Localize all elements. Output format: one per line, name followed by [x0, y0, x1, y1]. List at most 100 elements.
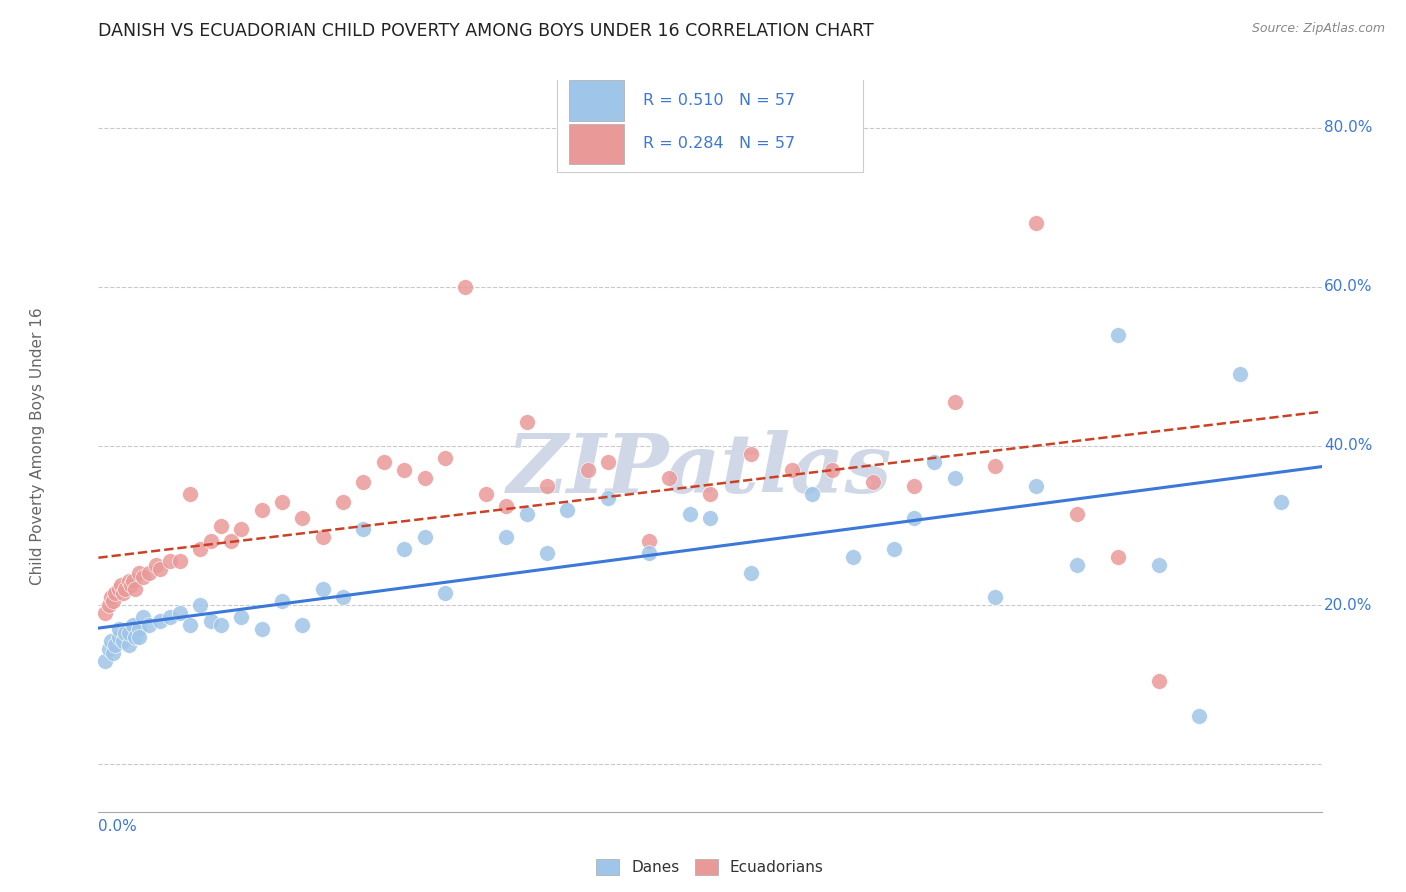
Point: [108, 630, 131, 644]
Point: [209, 618, 232, 632]
Point: [392, 542, 416, 557]
Point: [159, 610, 181, 624]
Point: [250, 502, 273, 516]
Point: [1188, 709, 1211, 723]
Point: [495, 499, 517, 513]
Point: [658, 471, 681, 485]
Point: [270, 594, 294, 608]
Point: [434, 586, 457, 600]
Point: [679, 507, 702, 521]
Point: [124, 630, 146, 644]
Point: [149, 562, 172, 576]
Point: [100, 633, 122, 648]
Point: [128, 622, 150, 636]
Text: ZIPatlas: ZIPatlas: [508, 430, 893, 510]
Point: [101, 594, 124, 608]
Point: [903, 510, 925, 524]
Text: 40.0%: 40.0%: [1324, 439, 1372, 453]
Point: [104, 638, 127, 652]
Point: [984, 458, 1007, 473]
FancyBboxPatch shape: [569, 80, 624, 120]
Point: [598, 455, 620, 469]
Point: [179, 486, 201, 500]
Point: [169, 606, 191, 620]
Point: [188, 598, 212, 612]
Point: [699, 510, 721, 524]
Text: 0.0%: 0.0%: [98, 819, 138, 834]
Point: [169, 554, 191, 568]
Text: 60.0%: 60.0%: [1324, 279, 1372, 294]
Point: [132, 570, 155, 584]
Point: [179, 618, 201, 632]
Point: [108, 582, 131, 596]
Point: [128, 566, 150, 581]
Point: [1025, 479, 1047, 493]
Point: [312, 530, 335, 544]
Point: [114, 625, 136, 640]
Text: DANISH VS ECUADORIAN CHILD POVERTY AMONG BOYS UNDER 16 CORRELATION CHART: DANISH VS ECUADORIAN CHILD POVERTY AMONG…: [98, 22, 875, 40]
Point: [699, 486, 721, 500]
Point: [122, 618, 145, 632]
Point: [118, 625, 141, 640]
Point: [1147, 558, 1170, 573]
Text: 80.0%: 80.0%: [1324, 120, 1372, 136]
Text: R = 0.284   N = 57: R = 0.284 N = 57: [643, 136, 794, 152]
Point: [922, 455, 945, 469]
Text: 20.0%: 20.0%: [1324, 598, 1372, 613]
Point: [132, 610, 155, 624]
Point: [120, 578, 142, 592]
Point: [108, 622, 131, 636]
Point: [740, 447, 762, 461]
Point: [97, 641, 120, 656]
Text: Child Poverty Among Boys Under 16: Child Poverty Among Boys Under 16: [30, 307, 45, 585]
Legend: Danes, Ecuadorians: Danes, Ecuadorians: [591, 853, 830, 881]
Point: [188, 542, 212, 557]
Point: [110, 578, 132, 592]
Point: [352, 523, 374, 537]
Point: [250, 622, 273, 636]
Point: [413, 471, 436, 485]
Point: [219, 534, 242, 549]
Point: [138, 618, 160, 632]
Point: [474, 486, 498, 500]
Point: [93, 654, 115, 668]
Text: Source: ZipAtlas.com: Source: ZipAtlas.com: [1251, 22, 1385, 36]
Point: [598, 491, 620, 505]
Point: [149, 614, 172, 628]
Point: [1147, 673, 1170, 688]
Point: [780, 463, 803, 477]
Point: [883, 542, 905, 557]
Point: [159, 554, 181, 568]
Text: R = 0.510   N = 57: R = 0.510 N = 57: [643, 93, 794, 108]
Point: [124, 582, 146, 596]
Point: [97, 598, 120, 612]
Point: [1066, 507, 1088, 521]
Point: [637, 546, 661, 560]
Point: [392, 463, 416, 477]
Point: [231, 523, 253, 537]
Point: [291, 618, 314, 632]
Point: [373, 455, 395, 469]
FancyBboxPatch shape: [569, 124, 624, 164]
Point: [145, 558, 167, 573]
Point: [536, 479, 558, 493]
Point: [200, 534, 222, 549]
Point: [1025, 216, 1047, 230]
Point: [555, 502, 579, 516]
Point: [454, 280, 477, 294]
Point: [138, 566, 160, 581]
Point: [903, 479, 925, 493]
Point: [332, 494, 354, 508]
Point: [291, 510, 314, 524]
Point: [434, 450, 457, 465]
Point: [101, 646, 124, 660]
Point: [516, 507, 538, 521]
Point: [312, 582, 335, 596]
Point: [104, 586, 127, 600]
Point: [1107, 550, 1129, 565]
Point: [231, 610, 253, 624]
Point: [495, 530, 517, 544]
Point: [118, 638, 141, 652]
Point: [1270, 494, 1292, 508]
Point: [111, 633, 134, 648]
